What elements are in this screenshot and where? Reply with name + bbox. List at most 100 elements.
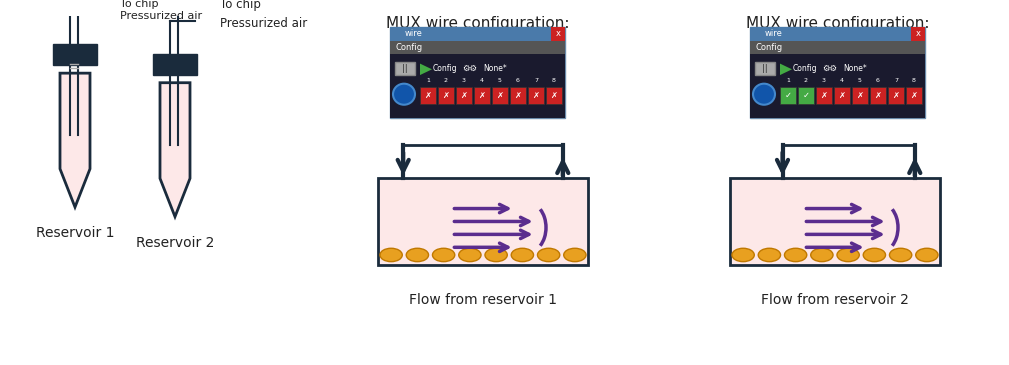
Text: ✗: ✗ <box>551 91 558 100</box>
Bar <box>911 27 925 41</box>
Ellipse shape <box>890 248 912 262</box>
Circle shape <box>753 84 775 105</box>
Ellipse shape <box>784 248 807 262</box>
Text: Pressurized air: Pressurized air <box>120 11 202 21</box>
Text: 8: 8 <box>912 78 916 83</box>
Text: Config: Config <box>755 43 782 52</box>
Text: 7: 7 <box>534 78 538 83</box>
Text: 3: 3 <box>462 78 466 83</box>
Text: Config: Config <box>433 64 457 73</box>
Polygon shape <box>780 64 792 75</box>
Bar <box>780 87 796 104</box>
Text: Pressurized air: Pressurized air <box>220 17 308 30</box>
Text: ✓: ✓ <box>785 91 791 100</box>
Text: Config: Config <box>793 64 817 73</box>
Bar <box>798 87 814 104</box>
Text: Flow from reservoir 2: Flow from reservoir 2 <box>761 293 909 307</box>
Text: 8: 8 <box>552 78 556 83</box>
Text: 5: 5 <box>858 78 862 83</box>
Ellipse shape <box>564 248 586 262</box>
Bar <box>870 87 886 104</box>
Text: ⚙⚙: ⚙⚙ <box>822 64 837 73</box>
Text: ✗: ✗ <box>515 91 522 100</box>
Text: ||: || <box>762 64 768 73</box>
Text: 2: 2 <box>444 78 448 83</box>
Bar <box>750 54 925 118</box>
Text: None*: None* <box>844 64 867 73</box>
Bar <box>546 87 562 104</box>
Text: ✗: ✗ <box>838 91 846 100</box>
Bar <box>456 87 472 104</box>
Ellipse shape <box>433 248 455 262</box>
Text: Config: Config <box>395 43 422 52</box>
Bar <box>395 62 415 75</box>
Ellipse shape <box>732 248 755 262</box>
Text: 7: 7 <box>894 78 898 83</box>
Text: 2: 2 <box>804 78 808 83</box>
Ellipse shape <box>864 248 886 262</box>
Text: 1: 1 <box>786 78 790 83</box>
Bar <box>390 27 565 118</box>
Text: ✗: ✗ <box>478 91 485 100</box>
Bar <box>510 87 526 104</box>
Text: ✗: ✗ <box>893 91 899 100</box>
Text: 6: 6 <box>516 78 520 83</box>
Ellipse shape <box>380 248 403 262</box>
Bar <box>834 87 850 104</box>
Ellipse shape <box>916 248 938 262</box>
Text: 4: 4 <box>840 78 844 83</box>
Text: ✗: ✗ <box>425 91 432 100</box>
Text: 4: 4 <box>480 78 484 83</box>
Text: To chip: To chip <box>220 0 261 11</box>
Text: ✗: ✗ <box>910 91 917 100</box>
Bar <box>852 87 868 104</box>
Text: x: x <box>556 30 561 38</box>
Text: ✗: ✗ <box>533 91 540 100</box>
Ellipse shape <box>512 248 534 262</box>
Text: ✗: ✗ <box>460 91 467 100</box>
Polygon shape <box>60 73 90 207</box>
Text: ✗: ✗ <box>857 91 864 100</box>
Bar <box>730 178 940 265</box>
Polygon shape <box>160 83 190 217</box>
Bar <box>750 27 925 118</box>
Text: ✗: ✗ <box>443 91 449 100</box>
Text: ✗: ✗ <box>496 91 503 100</box>
Bar <box>755 62 775 75</box>
Ellipse shape <box>538 248 560 262</box>
Ellipse shape <box>407 248 429 262</box>
Text: 5: 5 <box>498 78 501 83</box>
Bar <box>750 41 925 54</box>
Text: Reservoir 2: Reservoir 2 <box>136 236 214 250</box>
Text: None*: None* <box>483 64 507 73</box>
Text: x: x <box>915 30 920 38</box>
Text: wire: wire <box>765 30 783 38</box>
Bar <box>438 87 454 104</box>
Polygon shape <box>420 64 432 75</box>
Text: 3: 3 <box>822 78 826 83</box>
Text: ⚙⚙: ⚙⚙ <box>462 64 477 73</box>
Text: Flow from reservoir 1: Flow from reservoir 1 <box>409 293 557 307</box>
Text: wire: wire <box>405 30 423 38</box>
Text: ||: || <box>403 64 408 73</box>
Ellipse shape <box>810 248 833 262</box>
Text: 6: 6 <box>876 78 880 83</box>
Bar <box>474 87 490 104</box>
Text: 1: 1 <box>426 78 430 83</box>
Text: Reservoir 1: Reservoir 1 <box>35 226 114 240</box>
Text: ✗: ✗ <box>875 91 882 100</box>
Text: ✓: ✓ <box>802 91 809 100</box>
Bar <box>390 54 565 118</box>
Bar <box>153 54 197 75</box>
Text: To chip: To chip <box>120 0 158 9</box>
Bar <box>816 87 832 104</box>
Bar <box>551 27 565 41</box>
Ellipse shape <box>837 248 860 262</box>
Bar <box>378 178 588 265</box>
Bar <box>390 27 565 41</box>
Bar <box>906 87 922 104</box>
Text: MUX wire configuration:
both valves on N.C.: MUX wire configuration: both valves on N… <box>746 16 929 49</box>
Bar <box>528 87 544 104</box>
Circle shape <box>393 84 415 105</box>
Bar <box>492 87 508 104</box>
